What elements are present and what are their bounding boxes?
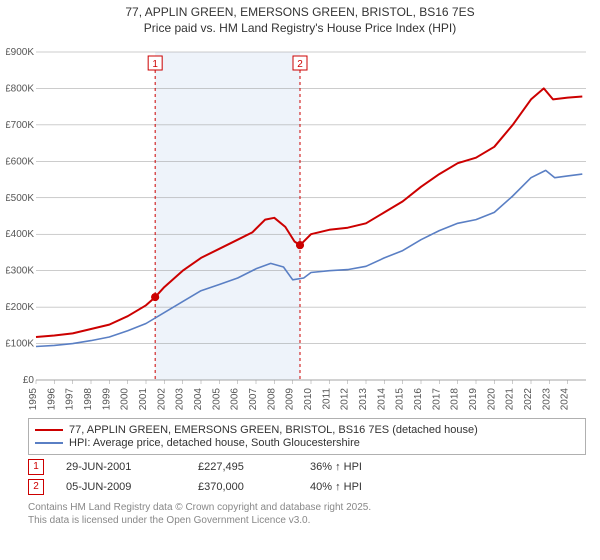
svg-text:2017: 2017 — [431, 388, 442, 411]
footer-line-2: This data is licensed under the Open Gov… — [28, 514, 586, 527]
svg-text:2015: 2015 — [395, 388, 406, 411]
svg-text:£400K: £400K — [6, 230, 34, 241]
svg-text:2000: 2000 — [120, 388, 131, 411]
svg-text:£100K: £100K — [6, 339, 34, 350]
sales-table: 1 29-JUN-2001 £227,495 36% ↑ HPI 2 05-JU… — [28, 459, 586, 495]
legend: 77, APPLIN GREEN, EMERSONS GREEN, BRISTO… — [28, 418, 586, 455]
sale-marker-2: 2 — [28, 479, 44, 495]
svg-text:2007: 2007 — [248, 388, 259, 411]
title-line-2: Price paid vs. HM Land Registry's House … — [144, 21, 456, 35]
chart-area: £0 £100K £200K £300K £400K £500K £600K £700K £80… — [6, 42, 594, 412]
svg-text:£800K: £800K — [6, 84, 34, 95]
svg-text:2013: 2013 — [358, 388, 369, 411]
svg-text:1997: 1997 — [65, 388, 76, 411]
svg-text:1995: 1995 — [28, 388, 39, 411]
svg-text:2016: 2016 — [413, 388, 424, 411]
svg-text:2010: 2010 — [303, 388, 314, 411]
svg-text:£0: £0 — [23, 375, 35, 386]
footer-line-1: Contains HM Land Registry data © Crown c… — [28, 501, 586, 514]
svg-text:2002: 2002 — [156, 388, 167, 411]
legend-item-hpi: HPI: Average price, detached house, Sout… — [35, 437, 579, 449]
svg-text:2011: 2011 — [321, 388, 332, 410]
svg-text:2001: 2001 — [138, 388, 149, 411]
svg-text:1: 1 — [152, 59, 158, 70]
sale-delta-1: 36% ↑ HPI — [310, 461, 362, 473]
svg-text:£900K: £900K — [6, 47, 34, 58]
svg-text:2003: 2003 — [175, 388, 186, 411]
svg-text:£600K: £600K — [6, 157, 34, 168]
svg-text:2008: 2008 — [266, 388, 277, 411]
svg-text:2019: 2019 — [468, 388, 479, 411]
svg-text:2022: 2022 — [523, 388, 534, 411]
line-chart: £0 £100K £200K £300K £400K £500K £600K £700K £80… — [6, 42, 594, 412]
legend-label-hpi: HPI: Average price, detached house, Sout… — [69, 437, 360, 449]
svg-text:£700K: £700K — [6, 120, 34, 131]
sale-price-2: £370,000 — [198, 481, 288, 493]
svg-text:2012: 2012 — [340, 388, 351, 411]
svg-text:1998: 1998 — [83, 388, 94, 411]
sale-price-1: £227,495 — [198, 461, 288, 473]
sale-marker-1: 1 — [28, 459, 44, 475]
svg-text:2020: 2020 — [486, 388, 497, 411]
sale-date-1: 29-JUN-2001 — [66, 461, 176, 473]
svg-text:2006: 2006 — [230, 388, 241, 411]
sale-row-1: 1 29-JUN-2001 £227,495 36% ↑ HPI — [28, 459, 586, 475]
legend-label-property: 77, APPLIN GREEN, EMERSONS GREEN, BRISTO… — [69, 424, 478, 436]
title-line-1: 77, APPLIN GREEN, EMERSONS GREEN, BRISTO… — [125, 5, 474, 19]
svg-text:1996: 1996 — [46, 388, 57, 411]
svg-text:2014: 2014 — [376, 388, 387, 411]
svg-text:2004: 2004 — [193, 388, 204, 411]
chart-title: 77, APPLIN GREEN, EMERSONS GREEN, BRISTO… — [0, 0, 600, 36]
svg-text:1999: 1999 — [101, 388, 112, 411]
svg-text:2005: 2005 — [211, 388, 222, 411]
svg-text:£200K: £200K — [6, 302, 34, 313]
svg-text:2024: 2024 — [560, 388, 571, 411]
sale-delta-2: 40% ↑ HPI — [310, 481, 362, 493]
sale-date-2: 05-JUN-2009 — [66, 481, 176, 493]
svg-text:2018: 2018 — [450, 388, 461, 411]
svg-text:2009: 2009 — [285, 388, 296, 411]
svg-text:2023: 2023 — [541, 388, 552, 411]
legend-swatch-hpi — [35, 442, 63, 444]
svg-text:2: 2 — [297, 59, 303, 70]
footer: Contains HM Land Registry data © Crown c… — [28, 501, 586, 527]
svg-text:2021: 2021 — [505, 388, 516, 411]
legend-swatch-property — [35, 429, 63, 431]
legend-item-property: 77, APPLIN GREEN, EMERSONS GREEN, BRISTO… — [35, 424, 579, 436]
svg-text:£500K: £500K — [6, 193, 34, 204]
sale-row-2: 2 05-JUN-2009 £370,000 40% ↑ HPI — [28, 479, 586, 495]
svg-text:£300K: £300K — [6, 266, 34, 277]
